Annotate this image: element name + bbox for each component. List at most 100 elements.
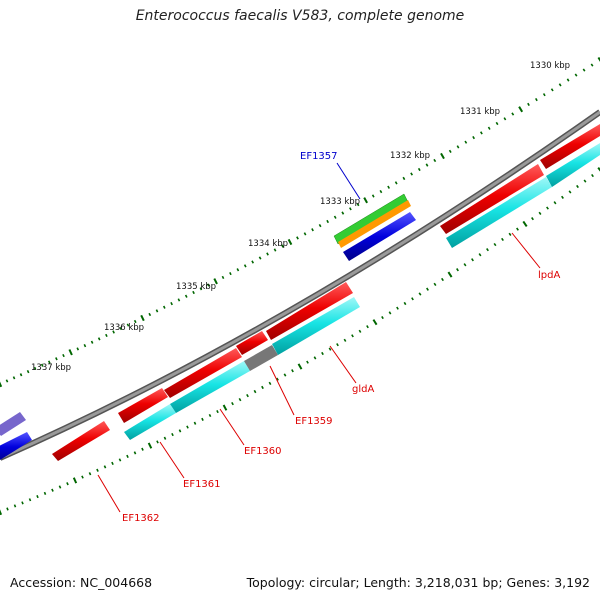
scale-tick (433, 158, 437, 163)
scale-tick (51, 488, 54, 492)
scale-tick (105, 333, 108, 338)
scale-tick (501, 237, 504, 242)
scale-tick (542, 93, 546, 97)
scale-tick (177, 298, 181, 302)
scale-tick (5, 379, 9, 383)
scale-tick (90, 340, 94, 344)
scale-tick (201, 417, 204, 421)
scale-label: 1333 kbp (320, 197, 360, 207)
scale-tick (12, 376, 16, 380)
scale-tick (508, 232, 512, 236)
scale-tick (582, 68, 586, 72)
scale-tick (411, 297, 414, 301)
scale-tick (184, 294, 188, 298)
scale-tick (371, 194, 375, 198)
scale-tick (266, 252, 269, 256)
reverse-cds-left (0, 412, 32, 460)
scale-tick (297, 363, 303, 370)
scale-tick (0, 509, 3, 516)
scale-tick (456, 268, 459, 272)
cds-right (540, 124, 600, 169)
feature-label-ef1357: EF1357 (300, 151, 338, 162)
reverse-cds-blue (0, 432, 32, 460)
scale-label: 1330 kbp (530, 61, 570, 71)
scale-tick (213, 278, 218, 285)
scale-tick (321, 351, 324, 356)
scale-tick (456, 145, 460, 149)
ef1357-orange-bar (338, 200, 411, 248)
scale-tick (349, 207, 352, 211)
scale-tick (343, 338, 347, 342)
scale-tick (472, 135, 475, 140)
scale-tick (417, 167, 421, 172)
scale-tick (358, 329, 362, 333)
scale-tick (40, 363, 44, 367)
feature-label-ef1361: EF1361 (183, 479, 221, 490)
scale-tick (83, 343, 87, 348)
scale-tick (566, 78, 570, 82)
scale-tick (287, 238, 293, 246)
scale-tick (193, 421, 197, 425)
scale-tick (379, 189, 383, 194)
scale-tick (590, 63, 594, 67)
scale-tick (72, 477, 78, 484)
scale-tick (351, 334, 354, 338)
scale-tick (486, 248, 489, 252)
scale-tick (441, 277, 444, 282)
forward-gene-cyan (124, 143, 600, 440)
map-title: Enterococcus faecalis V583, complete gen… (135, 8, 465, 24)
gene-right (546, 143, 600, 187)
scale-tick (13, 504, 17, 508)
scale-tick (447, 271, 453, 278)
scale-tick (553, 201, 557, 205)
scale-tick (192, 290, 195, 295)
scale-tick (333, 215, 337, 219)
scale-label: 1336 kbp (104, 323, 144, 333)
scale-tick (522, 220, 528, 227)
scale-labels: 1330 kbp 1331 kbp 1332 kbp 1333 kbp 1334… (31, 61, 570, 373)
scale-tick (96, 468, 99, 472)
scale-tick (478, 253, 482, 257)
gene-lpda (446, 177, 552, 248)
scale-tick (372, 319, 378, 326)
scale-tick (281, 244, 284, 248)
scale-tick (6, 507, 9, 511)
scale-tick (326, 219, 330, 224)
scale-tick (55, 357, 58, 361)
scale-tick (366, 325, 369, 329)
scale-tick (311, 228, 314, 232)
leader-ef1361 (159, 441, 185, 479)
scale-tick (206, 283, 210, 287)
scale-tick (208, 413, 212, 418)
scale-tick (231, 402, 234, 406)
scale-label: 1335 kbp (176, 282, 216, 292)
feature-label-ef1362: EF1362 (122, 513, 160, 524)
scale-tick (178, 429, 182, 433)
scale-tick (126, 454, 129, 459)
scale-tick (222, 404, 228, 411)
scale-tick (148, 312, 152, 317)
scale-tick (561, 195, 564, 199)
scale-tick (538, 211, 542, 215)
feature-label-ef1359: EF1359 (295, 416, 333, 427)
scale-tick (66, 482, 69, 486)
scale-tick (403, 301, 407, 306)
scale-tick (97, 337, 101, 341)
scale-label: 1331 kbp (460, 107, 500, 117)
scale-label: 1334 kbp (248, 239, 288, 249)
scale-tick (535, 97, 538, 102)
scale-tick (487, 126, 491, 130)
scale-tick (140, 314, 145, 322)
scale-label: 1332 kbp (390, 151, 430, 161)
ef1357-feature-stack (333, 193, 416, 261)
scale-tick (440, 152, 445, 160)
scale-tick (341, 211, 345, 215)
scale-tick (471, 258, 474, 262)
scale-tick (19, 373, 23, 377)
scale-tick (229, 272, 232, 276)
scale-tick (170, 301, 173, 306)
leader-ef1362 (97, 474, 121, 513)
scale-tick (43, 491, 47, 495)
scale-tick (186, 425, 189, 429)
scale-tick (425, 163, 429, 167)
